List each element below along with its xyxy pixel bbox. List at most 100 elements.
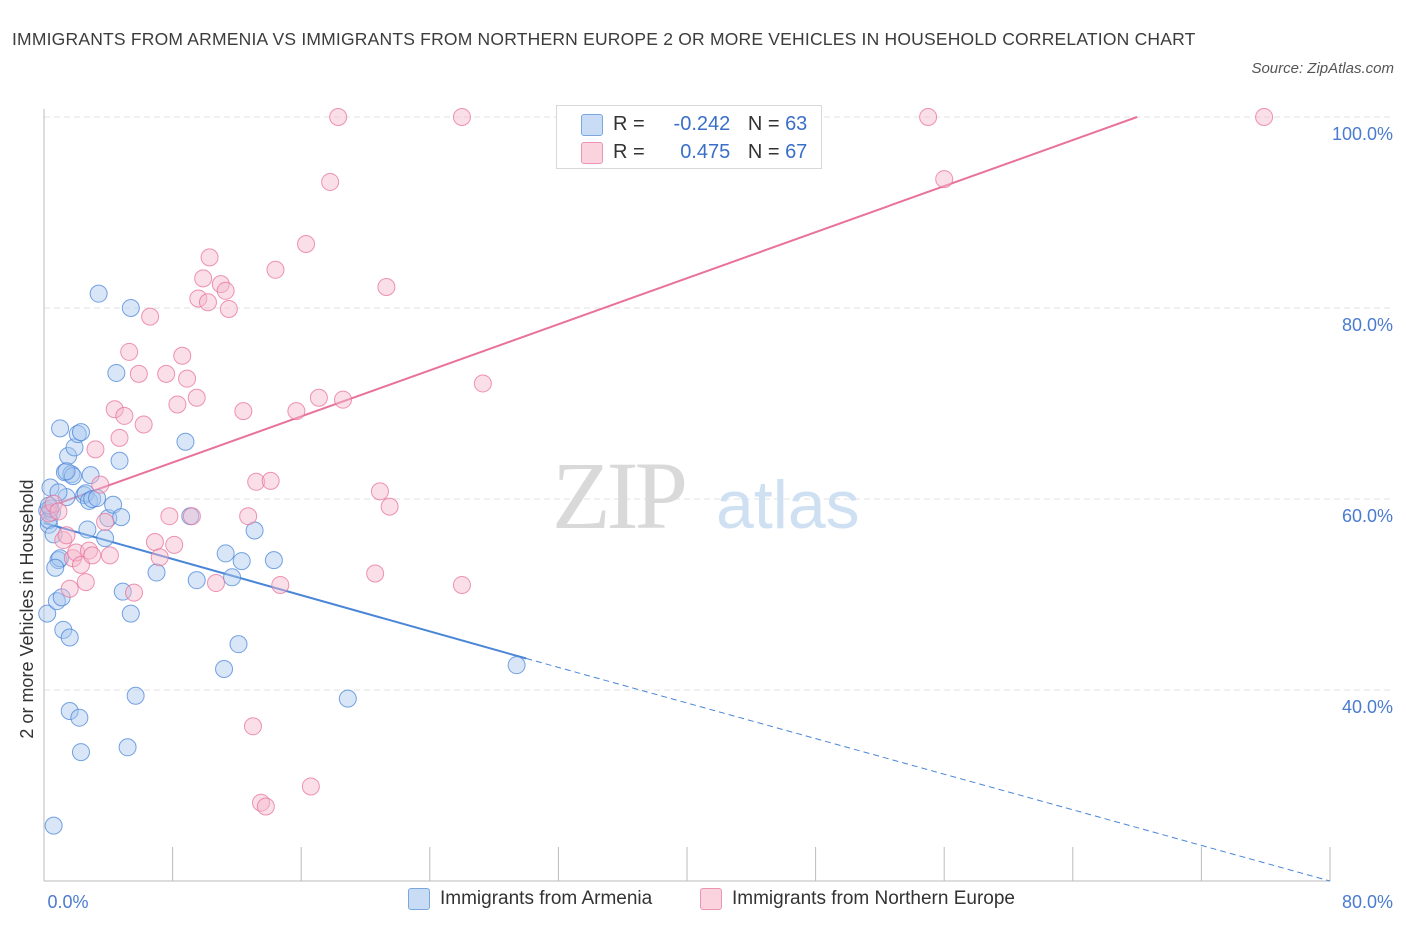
armenia-point bbox=[110, 451, 129, 470]
northern-europe-point bbox=[54, 531, 73, 550]
northern-europe-point bbox=[935, 170, 954, 189]
y-tick-label: 80.0% bbox=[1342, 315, 1393, 335]
northern-europe-point bbox=[178, 369, 197, 388]
legend-r-value: -0.242 bbox=[673, 113, 731, 135]
armenia-point bbox=[81, 466, 100, 485]
series-legend: Immigrants from Armenia Immigrants from … bbox=[0, 888, 1406, 918]
armenia-point bbox=[264, 551, 283, 570]
series-legend-northern-europe: Immigrants from Northern Europe bbox=[700, 888, 1015, 910]
northern-europe-point bbox=[120, 342, 139, 361]
armenia-point bbox=[78, 520, 97, 539]
series-swatch-armenia bbox=[408, 888, 430, 910]
trend-lines bbox=[43, 116, 1331, 882]
northern-europe-point bbox=[234, 402, 253, 421]
legend-row-armenia: R = -0.242 N = 63 bbox=[581, 113, 807, 137]
legend-swatch-northern-europe bbox=[581, 141, 603, 164]
northern-europe-point bbox=[86, 440, 105, 459]
armenia-point bbox=[65, 438, 84, 457]
armenia-point bbox=[57, 462, 76, 481]
northern-europe-point bbox=[370, 482, 389, 501]
northern-europe-point bbox=[200, 248, 219, 267]
northern-europe-point bbox=[100, 546, 119, 565]
northern-europe-point bbox=[207, 574, 226, 593]
armenia-point bbox=[89, 284, 108, 303]
northern-europe-point bbox=[91, 475, 110, 494]
northern-europe-point bbox=[80, 541, 99, 560]
armenia-point bbox=[121, 604, 140, 623]
northern-europe-point bbox=[333, 390, 352, 409]
series-legend-label: Immigrants from Northern Europe bbox=[732, 888, 1015, 910]
y-tick-label: 100.0% bbox=[1332, 124, 1393, 144]
armenia-point bbox=[68, 425, 87, 444]
legend-n-value: 63 bbox=[785, 113, 808, 135]
legend-r-label: R = bbox=[613, 141, 645, 163]
watermark: ZIP atlas bbox=[552, 442, 860, 549]
northern-europe-point bbox=[219, 299, 238, 318]
armenia-point bbox=[60, 628, 79, 647]
northern-europe-point bbox=[173, 346, 192, 365]
x-tick-label: 0.0% bbox=[47, 892, 88, 912]
armenia-point bbox=[71, 423, 90, 442]
northern-europe-trend-line bbox=[43, 116, 1138, 510]
northern-europe-point bbox=[1255, 108, 1274, 126]
northern-europe-point bbox=[198, 293, 217, 312]
northern-europe-point bbox=[160, 507, 179, 526]
stats-legend: R = -0.242 N = 63 R = 0.475 N = 67 bbox=[556, 105, 822, 169]
northern-europe-point bbox=[287, 402, 306, 421]
armenia-point bbox=[96, 529, 115, 548]
northern-europe-point bbox=[261, 471, 280, 490]
northern-europe-point bbox=[125, 583, 144, 602]
armenia-point bbox=[223, 568, 242, 587]
northern-europe-point bbox=[297, 235, 316, 254]
armenia-point bbox=[51, 549, 70, 568]
armenia-point bbox=[49, 483, 68, 502]
northern-europe-point bbox=[49, 502, 68, 521]
armenia-point bbox=[126, 686, 145, 705]
northern-europe-point bbox=[256, 797, 275, 816]
northern-europe-point bbox=[239, 507, 258, 526]
armenia-point bbox=[216, 544, 235, 563]
armenia-point bbox=[70, 708, 89, 727]
northern-europe-point bbox=[266, 260, 285, 279]
source-label: Source: ZipAtlas.com bbox=[1251, 60, 1394, 77]
northern-europe-point bbox=[145, 532, 164, 551]
armenia-point bbox=[215, 659, 234, 678]
northern-europe-point bbox=[134, 415, 153, 434]
watermark-zip: ZIP bbox=[552, 442, 685, 549]
northern-europe-point bbox=[141, 307, 160, 326]
northern-europe-point bbox=[216, 281, 235, 300]
armenia-point bbox=[507, 656, 526, 675]
series-legend-armenia: Immigrants from Armenia bbox=[408, 888, 652, 910]
northern-europe-point bbox=[57, 526, 76, 545]
legend-n-label: N = bbox=[747, 113, 780, 135]
northern-europe-point bbox=[243, 717, 262, 736]
armenia-point bbox=[338, 689, 357, 708]
armenia-point bbox=[60, 702, 79, 721]
legend-r-label: R = bbox=[613, 113, 645, 135]
northern-europe-point bbox=[329, 108, 348, 126]
armenia-point bbox=[38, 604, 57, 623]
northern-europe-point bbox=[473, 374, 492, 393]
northern-europe-point bbox=[105, 400, 124, 419]
legend-n-label: N = bbox=[747, 141, 780, 163]
y-axis-title: 2 or more Vehicles in Household bbox=[17, 479, 37, 738]
northern-europe-point bbox=[919, 108, 938, 126]
northern-europe-point bbox=[168, 395, 187, 414]
y-tick-label: 60.0% bbox=[1342, 506, 1393, 526]
northern-europe-point bbox=[247, 472, 266, 491]
x-tick-label: 80.0% bbox=[1342, 892, 1393, 912]
northern-europe-point bbox=[452, 575, 471, 594]
northern-europe-point bbox=[60, 579, 79, 598]
northern-europe-point bbox=[165, 535, 184, 554]
armenia-point bbox=[54, 620, 73, 639]
armenia-point bbox=[107, 363, 126, 382]
armenia-point bbox=[147, 563, 166, 582]
northern-europe-point bbox=[83, 546, 102, 565]
axes bbox=[43, 109, 1331, 882]
legend-swatch-armenia bbox=[581, 113, 603, 136]
northern-europe-point bbox=[150, 548, 169, 567]
northern-europe-point bbox=[194, 269, 213, 288]
northern-europe-point bbox=[76, 573, 95, 592]
armenia-point bbox=[71, 743, 90, 762]
